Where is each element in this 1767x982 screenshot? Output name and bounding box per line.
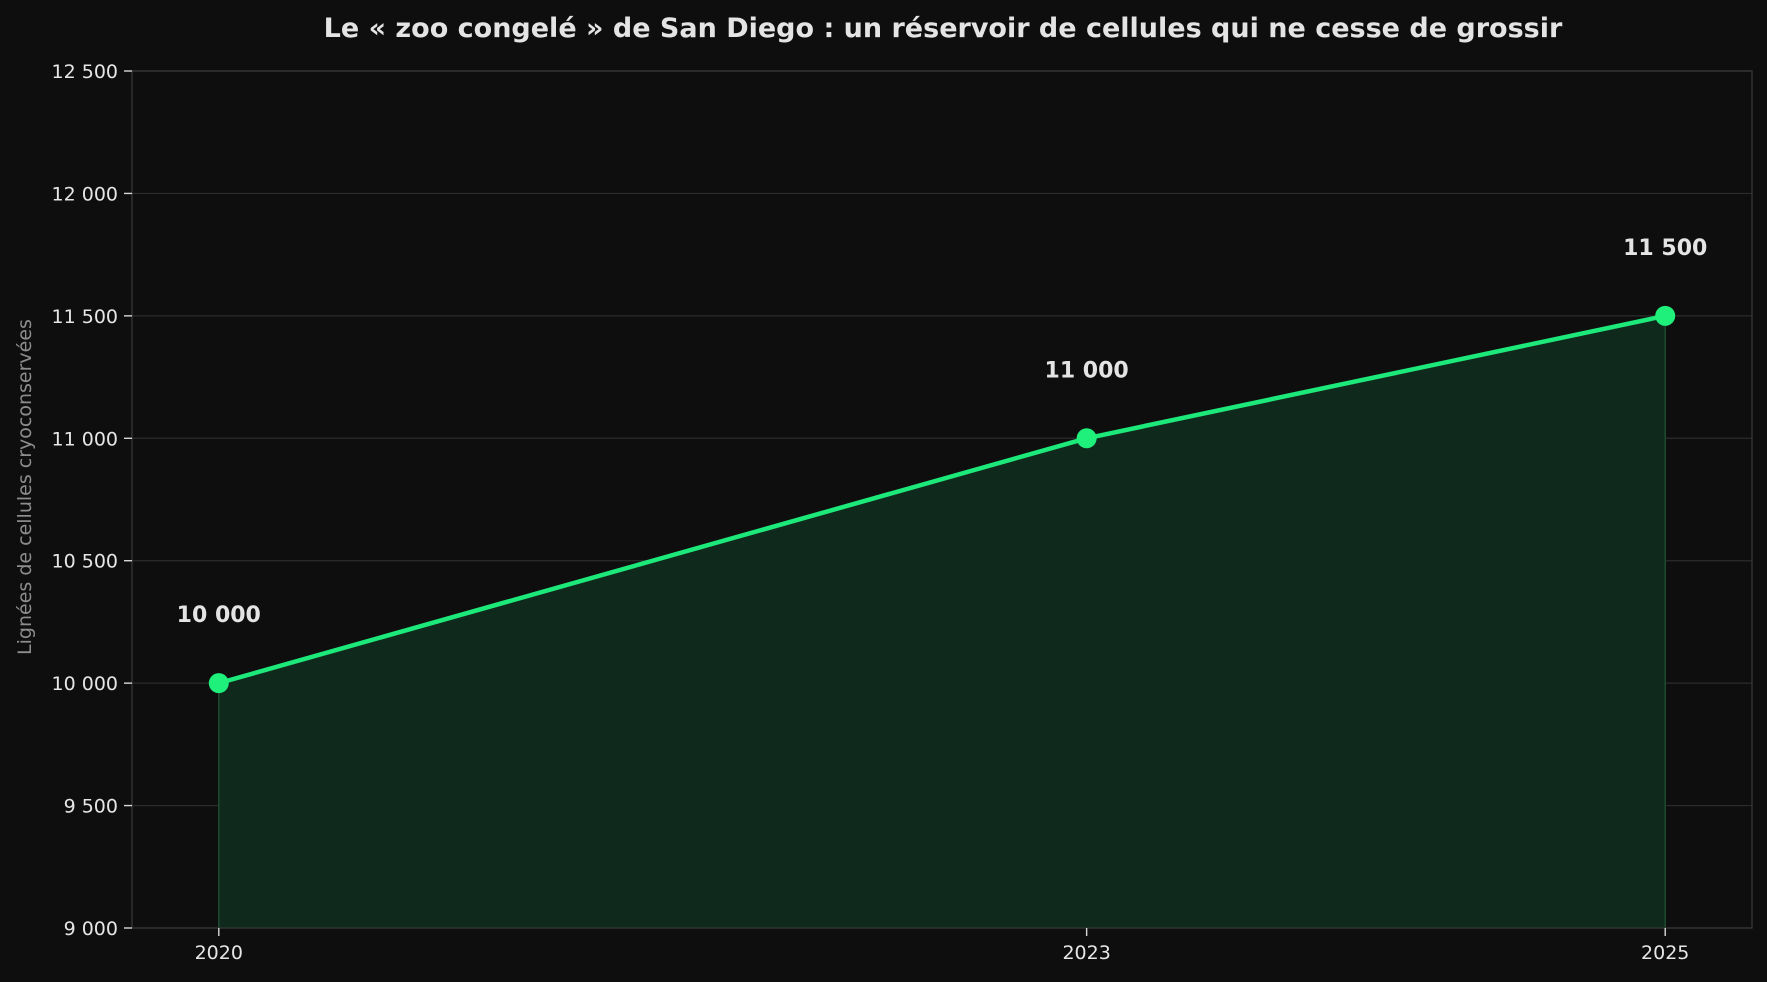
chart-title: Le « zoo congelé » de San Diego : un rés…	[324, 13, 1563, 44]
area-layer	[218, 315, 1666, 928]
y-tick-label: 9 500	[64, 796, 118, 818]
x-tick-label: 2020	[195, 942, 243, 964]
y-tick-label: 10 500	[52, 551, 118, 573]
data-point	[1655, 305, 1676, 326]
x-tick-label: 2025	[1641, 942, 1689, 964]
y-tick-label: 12 000	[52, 183, 118, 205]
y-axis-title: Lignées de cellules cryoconservées	[14, 319, 36, 655]
line-layer	[208, 305, 1676, 694]
y-tick-label: 9 000	[64, 918, 118, 940]
data-point	[1076, 428, 1097, 449]
data-label-layer: 10 000 11 000 11 500	[177, 236, 1708, 628]
y-tick-label: 11 500	[52, 306, 118, 328]
x-tick-label: 2023	[1062, 942, 1110, 964]
data-label: 10 000	[177, 603, 261, 628]
y-axis: 9 000 9 500 10 000 10 500 11 000 11 500 12 000…	[52, 61, 132, 940]
data-point	[208, 673, 229, 694]
plot-frame	[131, 70, 1753, 929]
data-label: 11 000	[1045, 358, 1129, 383]
y-tick-label: 12 500	[52, 61, 118, 83]
y-tick-label: 11 000	[52, 428, 118, 450]
x-axis: 2020 2023 2025	[195, 928, 1689, 964]
data-label: 11 500	[1623, 236, 1707, 261]
series-area	[218, 315, 1666, 928]
y-tick-label: 10 000	[52, 673, 118, 695]
